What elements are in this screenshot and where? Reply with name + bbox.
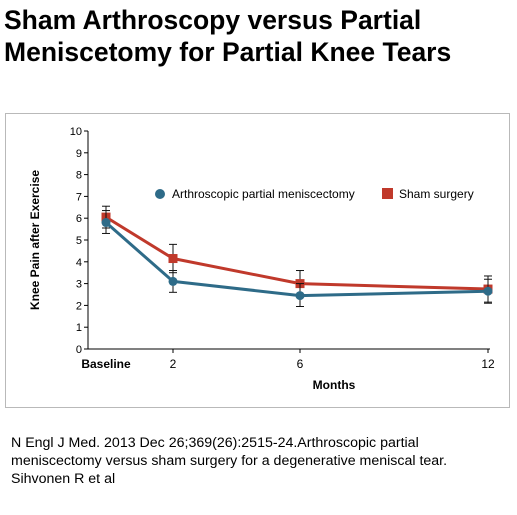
y-tick-label: 7	[76, 191, 82, 203]
data-point-meniscectomy	[168, 276, 178, 286]
y-tick-label: 9	[76, 148, 82, 160]
y-tick-label: 3	[76, 279, 82, 291]
x-tick-label: 12	[481, 357, 495, 371]
legend-label-sham: Sham surgery	[399, 187, 474, 201]
page-title: Sham Arthroscopy versus Partial Meniscet…	[4, 4, 514, 68]
caption-line-2: meniscectomy versus sham surgery for a d…	[11, 453, 448, 469]
chart-legend: Arthroscopic partial meniscectomy Sham s…	[155, 187, 474, 201]
y-tick-label: 0	[76, 344, 82, 356]
caption-line-1: N Engl J Med. 2013 Dec 26;369(26):2515-2…	[11, 435, 419, 451]
figure-frame	[5, 113, 510, 408]
data-point-sham	[168, 254, 178, 264]
y-axis-label: Knee Pain after Exercise	[28, 170, 42, 310]
x-tick-label: Baseline	[81, 357, 131, 371]
x-axis-label: Months	[313, 378, 356, 392]
y-tick-label: 5	[76, 235, 82, 247]
data-point-meniscectomy	[295, 291, 305, 301]
y-tick-label: 8	[76, 170, 82, 182]
page-title-line-1: Sham Arthroscopy versus Partial	[4, 5, 422, 35]
y-tick-label: 4	[76, 257, 82, 269]
plot-area	[101, 205, 493, 307]
caption-line-3: Sihvonen R et al	[11, 471, 116, 487]
x-tick-label: 6	[297, 357, 304, 371]
series-line-meniscectomy	[105, 221, 489, 298]
y-tick-label: 10	[70, 126, 82, 138]
y-tick-label: 2	[76, 300, 82, 312]
series-line-sham	[105, 215, 489, 291]
x-tick-label: 2	[170, 357, 177, 371]
citation-caption: N Engl J Med. 2013 Dec 26;369(26):2515-2…	[11, 434, 511, 488]
y-tick-label: 1	[76, 322, 82, 334]
legend-marker-sham	[382, 188, 393, 199]
y-tick-label: 6	[76, 213, 82, 225]
page-title-line-2: Meniscetomy for Partial Knee Tears	[4, 37, 452, 67]
data-point-meniscectomy	[483, 286, 493, 296]
legend-marker-meniscectomy	[155, 189, 165, 199]
data-point-meniscectomy	[101, 218, 111, 228]
legend-label-meniscectomy: Arthroscopic partial meniscectomy	[172, 187, 355, 201]
